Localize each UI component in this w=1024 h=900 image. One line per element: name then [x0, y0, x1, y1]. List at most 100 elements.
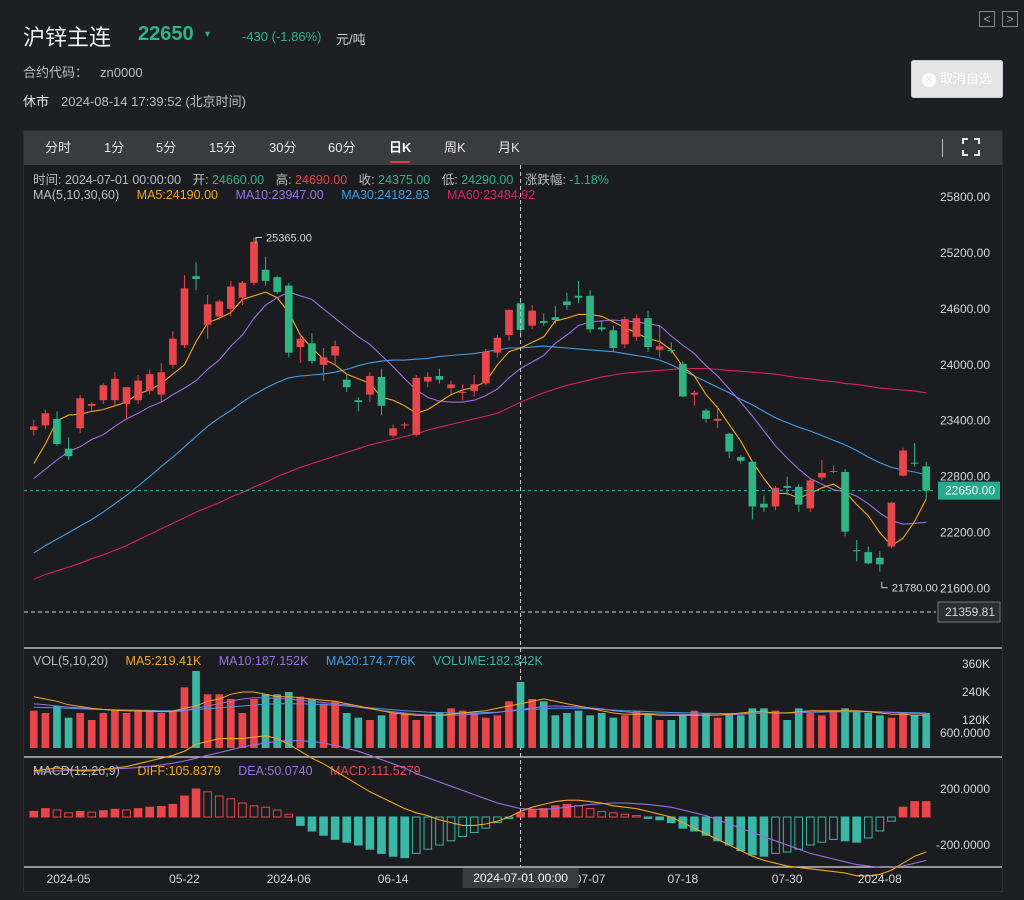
macd-bar [736, 816, 746, 852]
ma30-legend: MA30:24182.83 [341, 188, 430, 202]
price-tick-label: 24000.00 [940, 358, 990, 372]
candle-body [400, 424, 409, 426]
vol-ma20-legend: MA20:174.776K [325, 654, 416, 668]
candle [899, 447, 907, 477]
candle-body [794, 486, 803, 505]
volume-bar [250, 699, 258, 748]
candle [99, 383, 108, 404]
candle-body [250, 241, 258, 283]
price-tick-label: 23400.00 [940, 414, 990, 428]
candle [783, 476, 791, 496]
macd-bar [307, 816, 317, 832]
candle [713, 405, 722, 429]
macd-bar [145, 806, 155, 818]
trend-down-icon: ▾ [205, 29, 211, 40]
macd-dea-legend: DEA:50.0740 [238, 764, 313, 778]
volume-bar [122, 713, 131, 748]
macd-tick-label: -200.0000 [936, 838, 990, 852]
macd-bar [249, 805, 259, 818]
tab-60min[interactable]: 60分 [328, 140, 356, 155]
candle-body [470, 384, 479, 391]
volume-bar [771, 710, 780, 748]
candle-body [226, 286, 235, 309]
candle [308, 333, 316, 364]
candle [250, 237, 258, 286]
candle [458, 384, 467, 401]
tab-15min[interactable]: 15分 [209, 140, 237, 155]
price-tick-label: 25200.00 [940, 246, 990, 260]
macd-bar [852, 816, 861, 843]
price-tick-label: 22800.00 [940, 470, 990, 484]
tab-monthly-k[interactable]: 月K [498, 140, 520, 155]
tab-intraday[interactable]: 分时 [45, 140, 72, 155]
volume-bar [702, 713, 710, 748]
tab-divider [942, 139, 943, 157]
volume-bar [377, 715, 386, 748]
volume-bar [458, 710, 467, 748]
volume-bar [226, 699, 235, 748]
volume-tick-label: 120K [962, 713, 990, 727]
kline-chart[interactable]: 25800.00 25200.00 24600.00 24000.00 23400.00… [24, 131, 1002, 891]
macd-bar [817, 816, 827, 843]
volume-bar [713, 717, 722, 748]
candle-body [771, 487, 780, 507]
volume-bar [308, 699, 316, 748]
prev-button[interactable]: < [979, 11, 995, 27]
volume-bar [760, 708, 768, 748]
candle-body [621, 319, 629, 345]
vol-legend-title: VOL(5,10,20) [33, 654, 109, 668]
candle-body [505, 309, 513, 335]
candle [180, 275, 189, 349]
volume-bar [551, 715, 560, 748]
candle-body [760, 503, 768, 508]
macd-bar [168, 803, 178, 818]
close-icon: ✕ [921, 73, 936, 87]
volume-bar [157, 713, 166, 748]
candle [215, 299, 224, 321]
candle-body [180, 288, 189, 346]
candle [702, 408, 710, 423]
candle-body [528, 310, 536, 326]
tab-30min[interactable]: 30分 [269, 140, 297, 155]
time-tick-label: 2024-05 [47, 872, 91, 886]
tab-5min[interactable]: 5分 [156, 140, 177, 155]
tab-1min[interactable]: 1分 [104, 140, 125, 155]
macd-tick-label: 600.0000 [940, 726, 990, 740]
candle [829, 465, 838, 473]
candle-body [702, 410, 710, 419]
vol-legend: VOL(5,10,20) MA5:219.41K MA10:187.152K M… [33, 654, 551, 668]
fullscreen-icon[interactable] [962, 138, 980, 156]
candle [145, 369, 154, 395]
candle [366, 372, 374, 403]
macd-bar [910, 801, 919, 818]
candle [574, 280, 583, 304]
next-button[interactable]: > [1002, 11, 1018, 27]
last-price-tag [938, 481, 1000, 500]
candle-body [342, 379, 351, 388]
macd-bar [191, 788, 201, 818]
pct-value: -1.18% [569, 173, 609, 187]
macd-bar [238, 802, 247, 818]
volume-bar [76, 713, 84, 748]
macd-legend: MACD(12,26,9) DIFF:105.8379 DEA:50.0740 … [33, 764, 429, 778]
macd-bar [562, 803, 572, 818]
candle [725, 432, 734, 458]
macd-bar [527, 809, 537, 818]
ma60-line [33, 367, 927, 580]
candle [632, 314, 641, 341]
tab-daily-k[interactable]: 日K [389, 131, 411, 165]
time-tick-label: 07-07 [575, 872, 606, 886]
volume-bar [841, 708, 849, 748]
candle-body [145, 374, 154, 391]
candle-body [841, 471, 849, 532]
candle-body [887, 502, 896, 547]
high-annotation-arrow [255, 237, 262, 244]
candle [864, 546, 873, 565]
tab-weekly-k[interactable]: 周K [444, 140, 466, 155]
macd-bar [122, 809, 131, 818]
contract-code-value: zn0000 [100, 65, 143, 80]
volume-bar [64, 717, 73, 748]
remove-favorite-button[interactable]: ✕ 取消自选 [911, 60, 1003, 98]
crosshair-x-tag [462, 868, 579, 888]
macd-bar [875, 816, 885, 832]
